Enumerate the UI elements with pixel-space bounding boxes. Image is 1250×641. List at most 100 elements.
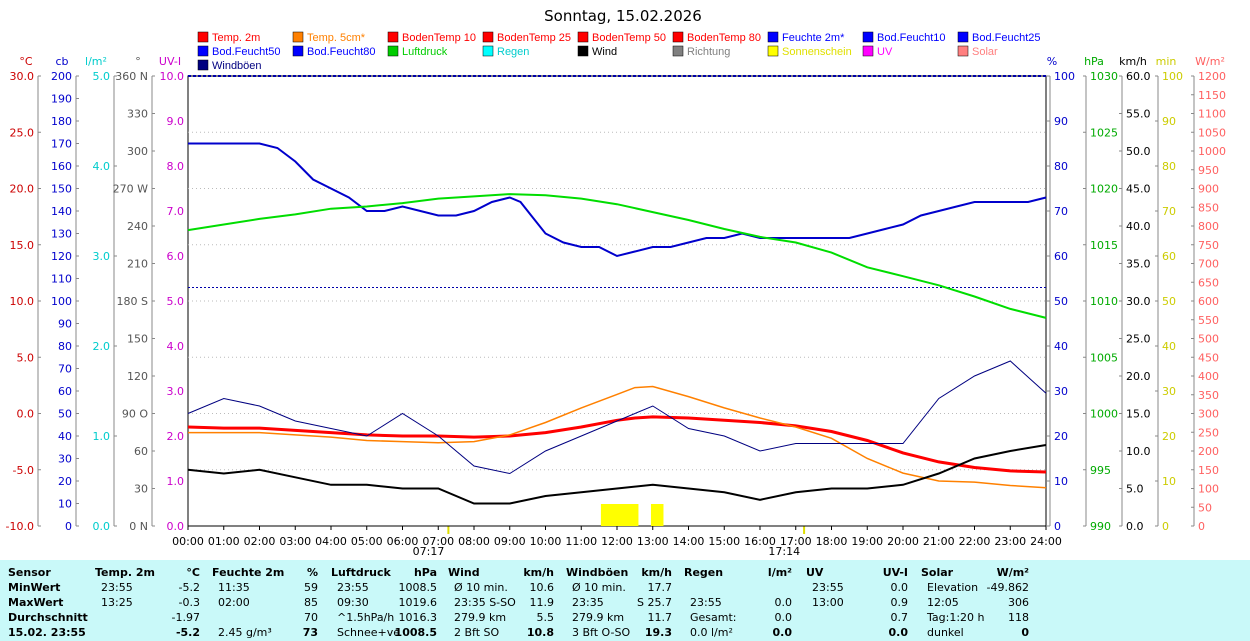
- legend-swatch: [672, 45, 684, 57]
- x-tick-label: 16:00: [744, 535, 776, 548]
- axis-unit-press: hPa: [1084, 55, 1104, 68]
- axis-tick-label-hum: 80: [1054, 160, 1068, 173]
- panel-header: Temp. 2m °C: [95, 566, 200, 581]
- panel-row: MaxWert: [8, 596, 88, 611]
- plot-area: [187, 75, 1047, 526]
- axis-tick-label-wind: 60.0: [1126, 70, 1151, 83]
- panel-cell-value: 10.8: [526, 626, 554, 639]
- legend-swatch: [577, 45, 589, 57]
- panel-header: Wind km/h: [448, 566, 554, 581]
- x-tick-label: 23:00: [994, 535, 1026, 548]
- x-tick-label: 04:00: [315, 535, 347, 548]
- axis-tick-label-min: 0: [1162, 520, 1169, 533]
- legend-label: Feuchte 2m*: [782, 32, 845, 44]
- panel-cell-note: ^1.5hPa/h: [337, 611, 395, 624]
- legend-label: Regen: [497, 46, 529, 58]
- axis-tick-label-solar: 500: [1198, 333, 1219, 346]
- panel-cell-value: 0.0: [888, 626, 909, 639]
- panel-header-title: Solar: [921, 566, 954, 579]
- axis-tick-label-press: 1005: [1090, 351, 1118, 364]
- grid: [187, 75, 1047, 530]
- axis-tick-label-press: 1030: [1090, 70, 1118, 83]
- panel-row: [684, 581, 792, 596]
- axis-unit-uv: UV-I: [159, 55, 181, 68]
- axis-tick-label-uv: 4.0: [167, 340, 185, 353]
- axis-tick-label-cb: 200: [51, 70, 72, 83]
- panel-cell-value: S 25.7: [637, 596, 672, 609]
- legend-label: Temp. 2m: [212, 32, 260, 44]
- x-tick-label: 15:00: [708, 535, 740, 548]
- panel-header-title: Wind: [448, 566, 480, 579]
- panel-header: Luftdruck hPa: [331, 566, 437, 581]
- legend-label: Windböen: [212, 60, 262, 72]
- legend-label: Richtung: [687, 46, 730, 58]
- axis-tick-label-cb: 110: [51, 273, 72, 286]
- axis-tick-label-solar: 700: [1198, 258, 1219, 271]
- panel-row: 279.9 km 11.7: [566, 611, 672, 626]
- axis-tick-label-rain: 4.0: [93, 160, 111, 173]
- panel-cell-note: 09:30: [337, 596, 369, 609]
- axis-tick-label-wind: 45.0: [1126, 183, 1151, 196]
- panel-column-5: Windböen km/h Ø 10 min. 17.7 23:35 S 25.7 279.…: [566, 566, 672, 641]
- axis-tick-label-min: 20: [1162, 430, 1176, 443]
- legend-swatch: [197, 31, 209, 43]
- axis-tick-label-temp: 20.0: [10, 183, 35, 196]
- axis-tick-label-rain: 2.0: [93, 340, 111, 353]
- axis-tick-label-rain: 3.0: [93, 250, 111, 263]
- panel-cell-note: Elevation: [927, 581, 979, 594]
- panel-row: 23:35 S-SO 11.9: [448, 596, 554, 611]
- panel-row: Elevation -49.862: [921, 581, 1029, 596]
- axis-tick-label-min: 60: [1162, 250, 1176, 263]
- axis-tick-label-temp: 0.0: [17, 408, 35, 421]
- axis-tick-label-dir: 90 O: [122, 408, 148, 421]
- legend-label: BodenTemp 50: [592, 32, 666, 44]
- sunshine-block: [600, 504, 639, 526]
- legend-swatch: [957, 31, 969, 43]
- panel-column-1: Temp. 2m °C 23:55 -5.2 13:25 -0.3 -1.97 -5.2: [95, 566, 200, 641]
- axis-tick-label-wind: 40.0: [1126, 220, 1151, 233]
- axis-tick-label-uv: 8.0: [167, 160, 185, 173]
- panel-row: 0.0: [806, 626, 909, 641]
- axis-tick-label-hum: 60: [1054, 250, 1068, 263]
- axis-tick-label-rain: 5.0: [93, 70, 111, 83]
- sunrise-label: 07:17: [413, 545, 445, 558]
- axis-tick-label-solar: 1200: [1198, 70, 1226, 83]
- chart-title: Sonntag, 15.02.2026: [544, 7, 702, 25]
- panel-column-6: Regen l/m² 23:55 0.0 Gesamt: 0.0 0.0 l/m² 0.0: [684, 566, 792, 641]
- axis-tick-label-temp: 5.0: [17, 351, 35, 364]
- series-line-temp-2m: [187, 415, 1047, 474]
- axis-unit-min: min: [1156, 55, 1177, 68]
- axis-tick-label-solar: 400: [1198, 370, 1219, 383]
- panel-cell-note: 23:55: [337, 581, 369, 594]
- axis-tick-label-min: 40: [1162, 340, 1176, 353]
- legend-label: BodenTemp 10: [402, 32, 476, 44]
- axis-tick-label-cb: 80: [58, 340, 72, 353]
- axis-tick-label-cb: 150: [51, 183, 72, 196]
- legend: Temp. 2m Temp. 5cm* BodenTemp 10 BodenTemp …: [197, 31, 1041, 72]
- axis-tick-label-uv: 2.0: [167, 430, 185, 443]
- axis-tick-label-uv: 1.0: [167, 475, 185, 488]
- panel-cell-note: 11:35: [218, 581, 250, 594]
- legend-swatch: [482, 45, 494, 57]
- x-tick-label: 24:00: [1030, 535, 1062, 548]
- x-tick-label: 01:00: [208, 535, 240, 548]
- axis-tick-label-press: 1000: [1090, 408, 1118, 421]
- panel-row: 0.7: [806, 611, 909, 626]
- axis-tick-label-wind: 10.0: [1126, 445, 1151, 458]
- panel-cell-value: -0.3: [178, 596, 200, 609]
- panel-cell-value: 0.0: [774, 611, 793, 624]
- axis-tick-label-cb: 140: [51, 205, 72, 218]
- panel-cell-value: 1016.3: [398, 611, 438, 624]
- axis-tick-label-min: 70: [1162, 205, 1176, 218]
- panel-column-7: UV UV-I 23:55 0.0 13:00 0.9 0.7 0.0: [806, 566, 908, 641]
- panel-cell-value: -5.2: [175, 626, 200, 639]
- panel-header-unit: km/h: [523, 566, 554, 579]
- axis-tick-label-hum: 30: [1054, 385, 1068, 398]
- panel-cell-value: 118: [1008, 611, 1029, 624]
- panel-row: 3 Bft O-SO 19.3: [566, 626, 672, 641]
- x-tick-label: 07:00: [422, 535, 454, 548]
- axis-tick-label-wind: 20.0: [1126, 370, 1151, 383]
- legend-swatch: [482, 31, 494, 43]
- axis-tick-label-cb: 160: [51, 160, 72, 173]
- panel-row: Ø 10 min. 17.7: [566, 581, 672, 596]
